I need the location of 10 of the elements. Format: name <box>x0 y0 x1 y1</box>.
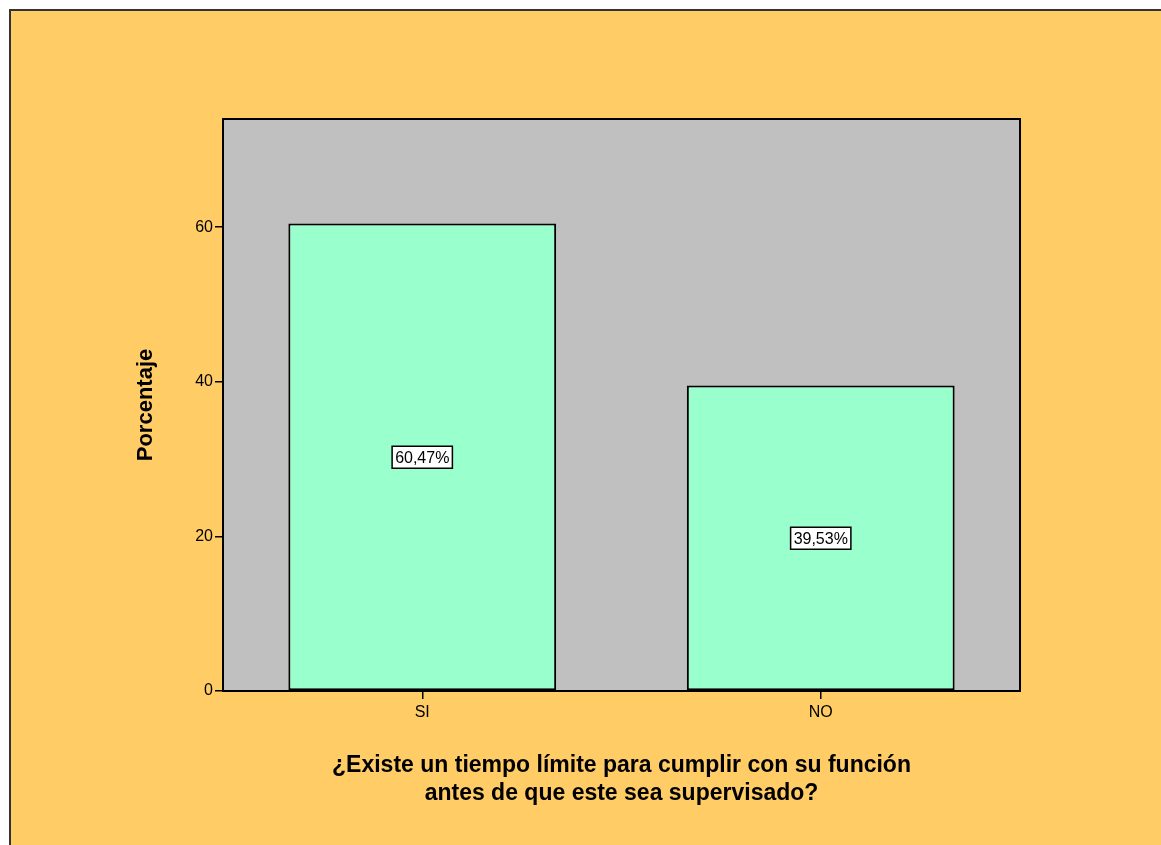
x-tick-label: NO <box>808 703 833 721</box>
data-label: 39,53% <box>793 529 848 547</box>
y-tick-label: 0 <box>204 681 214 699</box>
y-tick-label: 20 <box>195 526 214 544</box>
y-tick-label: 60 <box>195 217 214 235</box>
y-tick-label: 40 <box>195 372 214 390</box>
x-axis-title: ¿Existe un tiempo límite para cumplir con su función antes de que este sea supervisado? <box>332 750 911 805</box>
y-axis-title: Porcentaje <box>132 348 158 462</box>
x-tick-label: SI <box>414 703 430 721</box>
data-label: 60,47% <box>395 448 450 466</box>
